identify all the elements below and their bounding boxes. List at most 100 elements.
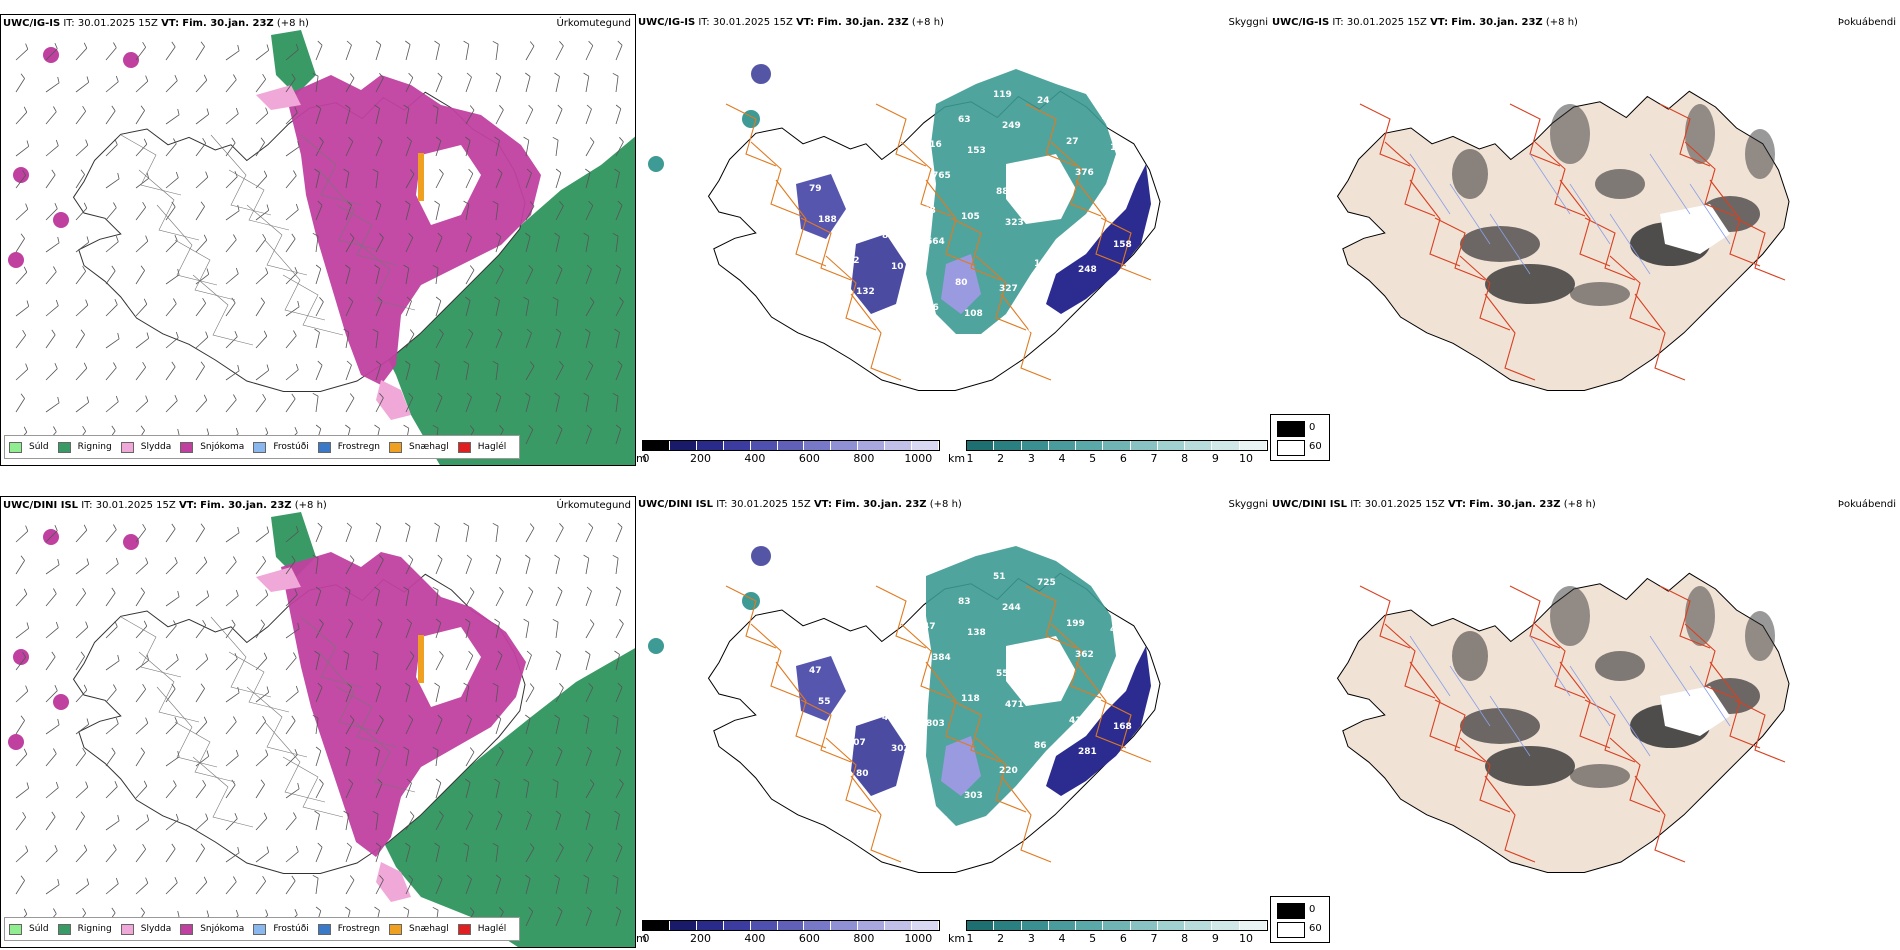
precip-panel-row1: UWC/IG-IS IT: 30.01.2025 15Z VT: Fim. 30… <box>0 14 636 466</box>
cloud-base-label: 55 <box>818 697 831 707</box>
colorbar-tick-label: 400 <box>744 932 766 945</box>
colorbar-segment <box>669 441 697 450</box>
cloud-base-label: 725 <box>1037 578 1056 588</box>
panel-header: UWC/DINI ISL IT: 30.01.2025 15Z VT: Fim.… <box>3 500 327 511</box>
cloud-base-label: 157 <box>929 334 948 344</box>
legend-label: Frostregn <box>337 442 381 452</box>
colorbar-segment <box>723 921 751 930</box>
cloud-base-label: 346 <box>920 303 939 313</box>
cloud-base-label: 384 <box>932 653 951 663</box>
fog-value-top: 0 <box>1309 422 1316 433</box>
legend-swatch <box>57 441 71 453</box>
init-time: 30.01.2025 15Z <box>712 17 793 28</box>
legend-item: Frostúði <box>253 923 309 935</box>
legend-label: Frostúði <box>273 924 309 934</box>
colorbar-tick-label: 200 <box>689 932 711 945</box>
legend-swatch <box>389 441 403 453</box>
colorbar-tick-label: 600 <box>798 452 820 465</box>
lead-time: (+8 h) <box>294 500 327 511</box>
colorbar-tick-label: 0 <box>642 932 650 945</box>
valid-time: Fim. 30.jan. 23Z <box>835 499 927 510</box>
colorbar-segment <box>1103 441 1131 450</box>
legend-swatch <box>9 441 22 453</box>
init-time: 30.01.2025 15Z <box>730 499 811 510</box>
cloud-base-label: 09 <box>1028 325 1041 335</box>
parameter-title: Skyggni <box>1228 499 1268 510</box>
cloud-base-label: 86 <box>1034 741 1047 751</box>
legend-item: Haglél <box>457 923 506 935</box>
visibility-colorbar-row2: km 1 2 3 4 5 6 7 8 9 10 <box>948 918 1270 948</box>
parameter-title: Úrkomutegund <box>556 18 631 29</box>
cloud-base-label: 765 <box>932 171 951 181</box>
cloud-base-label: 132 <box>856 287 875 297</box>
precip-type-legend: Súld Rigning Slydda Snjókoma Frostúði Frostre… <box>4 917 521 941</box>
legend-item: Frostúði <box>253 441 309 453</box>
panel-header: UWC/DINI ISL IT: 30.01.2025 15Z VT: Fim.… <box>1272 499 1596 510</box>
valid-time: Fim. 30.jan. 23Z <box>182 18 274 29</box>
model-name: UWC/DINI ISL <box>638 499 714 510</box>
cloud-base-label: 302 <box>891 744 910 754</box>
init-time: 30.01.2025 15Z <box>1364 499 1445 510</box>
cloud-base-label: 367 <box>929 816 948 826</box>
legend-label: Snæhagl <box>409 442 449 452</box>
colorbar-segment <box>1130 441 1158 450</box>
cloud-base-label: 323 <box>1005 218 1024 228</box>
colorbar-unit: m <box>636 932 647 945</box>
cloud-base-label: 362 <box>1075 650 1094 660</box>
cloud-base-label: 119 <box>993 90 1012 100</box>
colorbar-strip <box>642 920 940 931</box>
fog-panel-row1: UWC/IG-IS IT: 30.01.2025 15Z VT: Fim. 30… <box>1270 14 1900 466</box>
colorbar-segment <box>696 921 724 930</box>
cloud-panel-row1: 140 60 765 323 248 73 70 153 156 158 132 157 249 376 1… <box>636 14 1272 466</box>
colorbar-tick-label: 800 <box>853 932 875 945</box>
colorbar-segment <box>1239 441 1267 450</box>
colorbar-strip <box>642 440 940 451</box>
colorbar-tick-label: 0 <box>642 452 650 465</box>
colorbar-segment <box>1021 921 1049 930</box>
cloud-base-label: 188 <box>844 159 863 169</box>
init-time: 30.01.2025 15Z <box>77 18 158 29</box>
cloud-base-label: 22 <box>847 256 860 266</box>
panel-header: UWC/IG-IS IT: 30.01.2025 15Z VT: Fim. 30… <box>638 17 944 28</box>
cloud-base-label: 62 <box>1104 209 1117 219</box>
legend-label: Snæhagl <box>409 924 449 934</box>
legend-item: Frostregn <box>317 923 381 935</box>
cloud-base-label: 281 <box>1078 747 1097 757</box>
lead-time: (+8 h) <box>911 17 944 28</box>
cloud-base-label: 97 <box>1031 644 1044 654</box>
colorbar-segment <box>1157 441 1186 450</box>
colorbar-segment <box>750 921 778 930</box>
legend-swatch <box>389 923 403 935</box>
colorbar-segment <box>1239 921 1267 930</box>
cloud-base-label: 60 <box>859 124 872 134</box>
cloud-base-label: 208 <box>894 581 913 591</box>
init-time: 30.01.2025 15Z <box>95 500 176 511</box>
cloud-map-row2: 164 322 384 471 281 23 208 138 159 168 80 367 244 362… <box>648 546 1161 873</box>
cloud-base-label: 82 <box>812 281 825 291</box>
colorbar-segment <box>858 441 886 450</box>
cloud-base-label: 60 <box>850 575 863 585</box>
colorbar-tick-label: 2 <box>997 932 1005 945</box>
cloud-base-label: 83 <box>958 597 971 607</box>
cloud-base-label: 146 <box>1107 306 1126 316</box>
colorbar-segment <box>777 441 805 450</box>
lead-time: (+8 h) <box>276 18 309 29</box>
colorbar-segment <box>643 921 670 930</box>
colorbar-segment <box>967 921 995 930</box>
legend-swatch <box>253 923 267 935</box>
cloud-base-label: 68 <box>885 328 898 338</box>
colorbar-tick-label: 9 <box>1211 452 1219 465</box>
colorbar-tick-label: 1000 <box>904 932 933 945</box>
valid-time: Fim. 30.jan. 23Z <box>200 500 292 511</box>
fog-legend-row2: 0 60 <box>1270 896 1330 943</box>
cloud-base-label: 92 <box>1104 691 1117 701</box>
legend-label: Frostregn <box>337 924 381 934</box>
legend-label: Rigning <box>77 442 112 452</box>
colorbar-segment <box>750 441 778 450</box>
cloud-base-label: 118 <box>961 694 980 704</box>
valid-time: Fim. 30.jan. 23Z <box>1451 17 1543 28</box>
colorbar-segment <box>858 921 886 930</box>
cloud-base-label: 69 <box>920 785 933 795</box>
cloud-base-label: 164 <box>786 559 805 569</box>
init-time: 30.01.2025 15Z <box>1346 17 1427 28</box>
